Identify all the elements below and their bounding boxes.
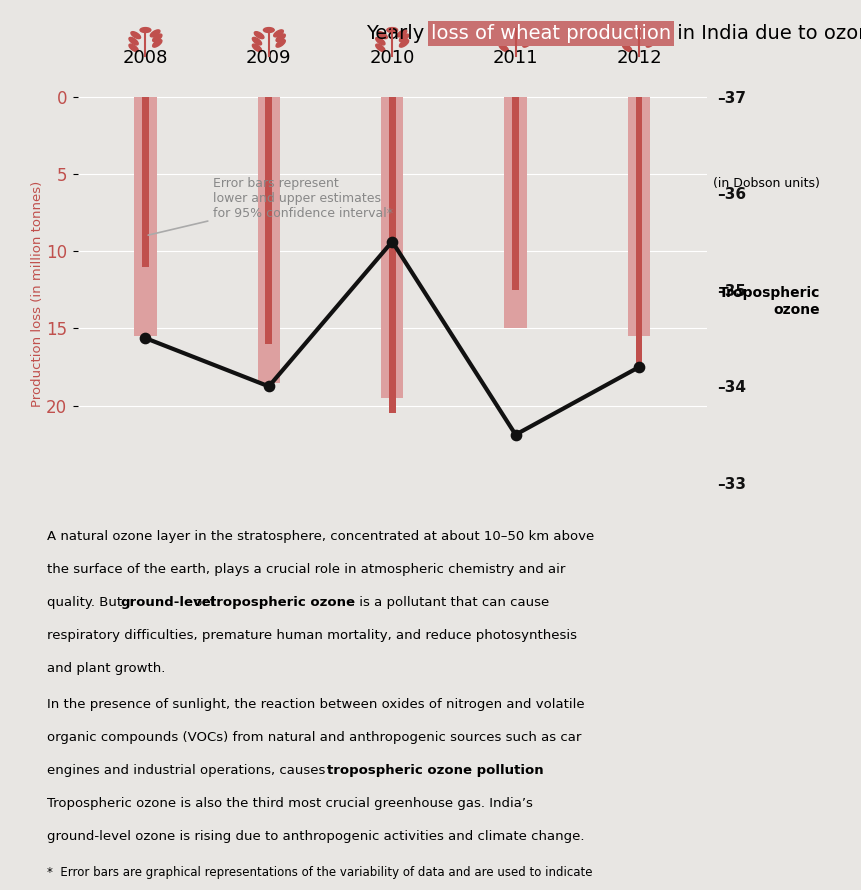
Ellipse shape (129, 44, 138, 52)
Ellipse shape (131, 32, 140, 38)
Text: the surface of the earth, plays a crucial role in atmospheric chemistry and air: the surface of the earth, plays a crucia… (47, 563, 565, 576)
Text: loss of wheat production: loss of wheat production (430, 24, 671, 43)
Ellipse shape (263, 28, 274, 32)
Point (631, 360, 645, 374)
Text: or: or (190, 596, 212, 609)
Text: Tropospheric ozone is also the third most crucial greenhouse gas. India’s: Tropospheric ozone is also the third mos… (47, 797, 533, 810)
Ellipse shape (139, 28, 151, 32)
Text: quality. But: quality. But (47, 596, 127, 609)
Text: in India due to ozone pollution: in India due to ozone pollution (671, 24, 861, 43)
Ellipse shape (643, 30, 653, 36)
Ellipse shape (276, 34, 285, 42)
Ellipse shape (623, 32, 634, 38)
Bar (635, 97, 641, 367)
Bar (388, 97, 395, 414)
Text: Yearly: Yearly (366, 24, 430, 43)
Ellipse shape (375, 37, 385, 44)
Ellipse shape (397, 30, 406, 36)
Text: ground-level ozone is rising due to anthropogenic activities and climate change.: ground-level ozone is rising due to anth… (47, 830, 585, 843)
Bar (381, 97, 403, 398)
Text: ground-level: ground-level (120, 596, 215, 609)
Y-axis label: Production loss (in million tonnes): Production loss (in million tonnes) (31, 181, 44, 407)
Text: *  Error bars are graphical representations of the variability of data and are u: * Error bars are graphical representatio… (47, 867, 592, 879)
Point (262, 379, 276, 393)
Ellipse shape (510, 28, 520, 32)
Ellipse shape (254, 32, 263, 38)
Ellipse shape (646, 34, 654, 42)
Bar (142, 97, 149, 267)
Ellipse shape (499, 44, 508, 52)
Text: A natural ozone layer in the stratosphere, concentrated at about 10–50 km above: A natural ozone layer in the stratospher… (47, 530, 594, 543)
Text: tropospheric ozone: tropospheric ozone (210, 596, 355, 609)
Text: Error bars represent
lower and upper estimates
for 95% confidence interval*: Error bars represent lower and upper est… (148, 177, 393, 235)
Bar (257, 97, 280, 383)
Text: .: . (520, 765, 524, 777)
Text: tropospheric ozone pollution: tropospheric ozone pollution (326, 765, 542, 777)
Ellipse shape (150, 30, 160, 36)
Ellipse shape (523, 34, 531, 42)
Bar (627, 97, 649, 336)
Text: In the presence of sunlight, the reaction between oxides of nitrogen and volatil: In the presence of sunlight, the reactio… (47, 699, 585, 711)
Ellipse shape (274, 30, 283, 36)
Bar (134, 97, 157, 336)
Ellipse shape (500, 32, 510, 38)
Ellipse shape (152, 40, 162, 47)
Ellipse shape (387, 28, 397, 32)
Ellipse shape (633, 28, 644, 32)
Ellipse shape (520, 30, 530, 36)
Ellipse shape (276, 40, 285, 47)
Ellipse shape (399, 40, 408, 47)
Text: Tropospheric
ozone: Tropospheric ozone (718, 287, 819, 317)
Bar (511, 97, 518, 290)
Ellipse shape (622, 37, 631, 44)
Text: 2010: 2010 (369, 49, 414, 67)
Ellipse shape (377, 32, 387, 38)
Ellipse shape (252, 37, 261, 44)
Text: is a pollutant that can cause: is a pollutant that can cause (355, 596, 548, 609)
Bar (504, 97, 526, 328)
Ellipse shape (399, 34, 408, 42)
Ellipse shape (152, 34, 162, 42)
Text: 2011: 2011 (492, 49, 538, 67)
Ellipse shape (252, 44, 261, 52)
Ellipse shape (129, 37, 138, 44)
Ellipse shape (375, 44, 385, 52)
Point (508, 427, 522, 441)
Text: (in Dobson units): (in Dobson units) (712, 177, 819, 190)
Text: engines and industrial operations, causes: engines and industrial operations, cause… (47, 765, 330, 777)
Text: 2009: 2009 (245, 49, 291, 67)
Ellipse shape (646, 40, 654, 47)
Ellipse shape (523, 40, 531, 47)
Bar (265, 97, 272, 344)
Text: 2008: 2008 (122, 49, 168, 67)
Text: organic compounds (VOCs) from natural and anthropogenic sources such as car: organic compounds (VOCs) from natural an… (47, 732, 581, 744)
Ellipse shape (499, 37, 508, 44)
Text: respiratory difficulties, premature human mortality, and reduce photosynthesis: respiratory difficulties, premature huma… (47, 629, 577, 642)
Ellipse shape (622, 44, 631, 52)
Text: and plant growth.: and plant growth. (47, 662, 165, 675)
Point (385, 234, 399, 248)
Point (139, 331, 152, 345)
Text: 2012: 2012 (616, 49, 661, 67)
